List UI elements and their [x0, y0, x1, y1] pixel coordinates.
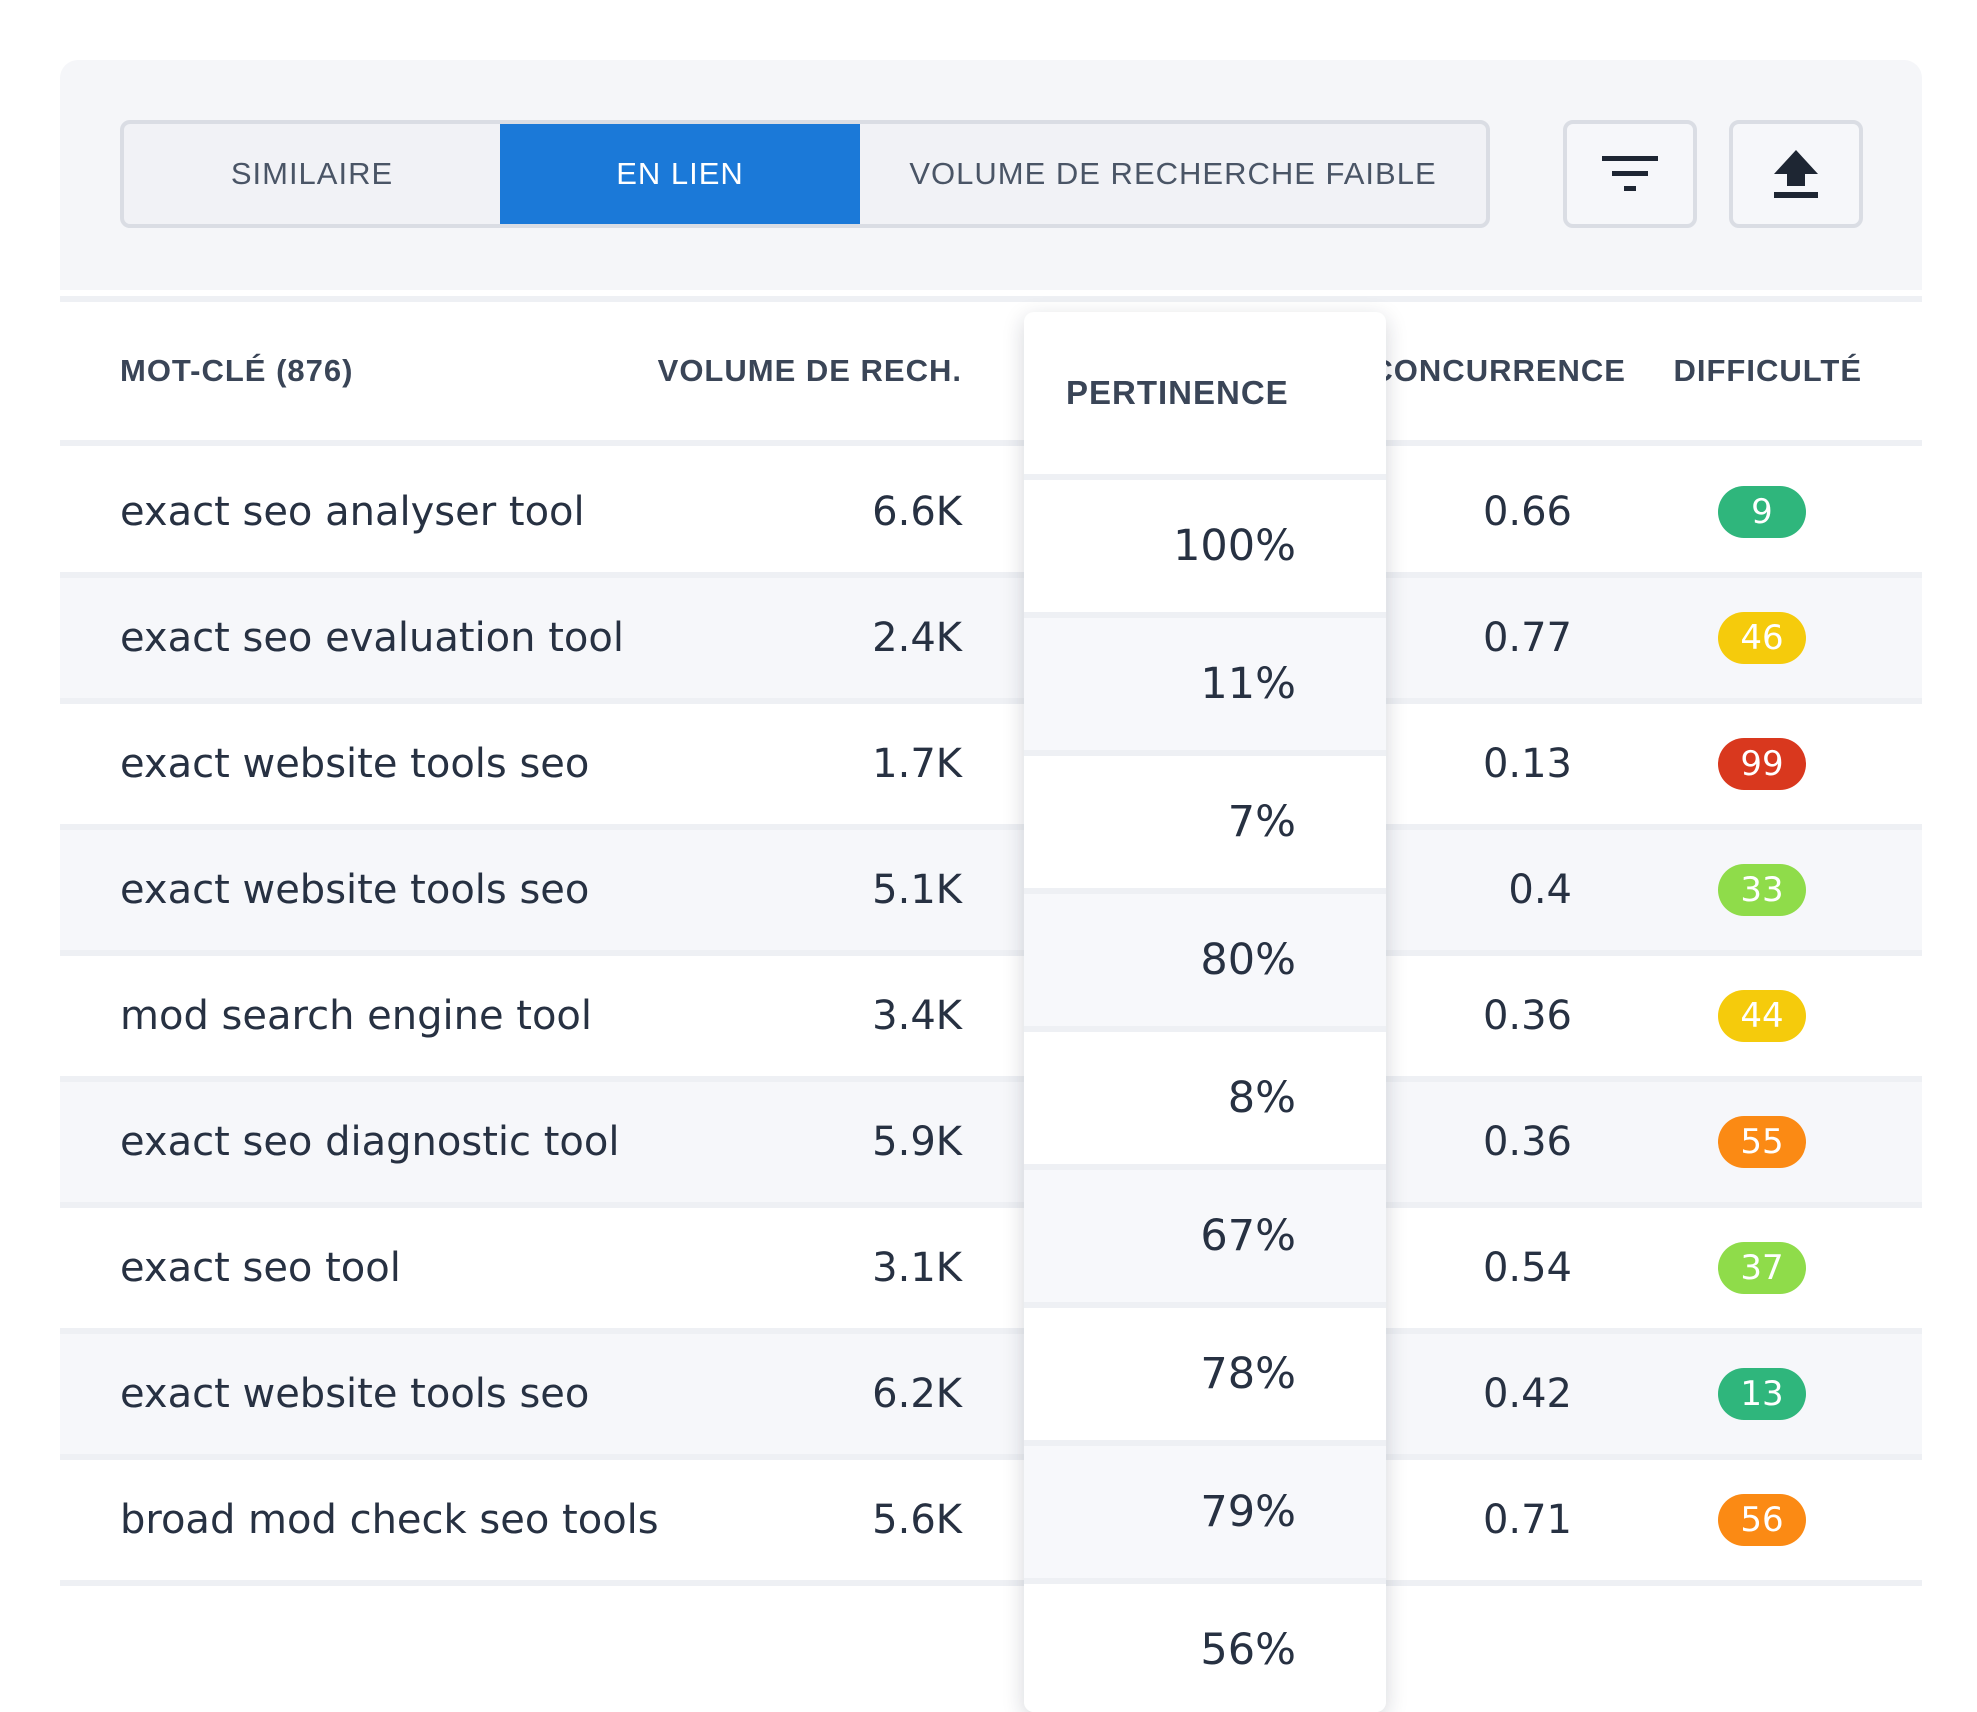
difficulty-cell: 56: [1718, 1460, 1806, 1580]
keyword-cell: exact seo evaluation tool: [120, 615, 624, 661]
relevance-cell: 8%: [1024, 1032, 1386, 1170]
upload-icon: [1774, 150, 1818, 198]
volume-cell: 3.1K: [872, 1245, 962, 1291]
keyword-panel: SIMILAIRE EN LIEN VOLUME DE RECHERCHE FA…: [60, 60, 1922, 1712]
relevance-cell: 67%: [1024, 1170, 1386, 1308]
difficulty-cell: 55: [1718, 1082, 1806, 1202]
keyword-cell: exact seo diagnostic tool: [120, 1119, 620, 1165]
volume-cell: 6.6K: [872, 489, 962, 535]
keyword-cell: exact seo analyser tool: [120, 489, 585, 535]
difficulty-cell: 44: [1718, 956, 1806, 1076]
filter-icon: [1602, 156, 1658, 191]
keyword-cell: exact website tools seo: [120, 867, 590, 913]
difficulty-cell: 37: [1718, 1208, 1806, 1328]
volume-cell: 5.9K: [872, 1119, 962, 1165]
volume-cell: 2.4K: [872, 615, 962, 661]
volume-cell: 5.1K: [872, 867, 962, 913]
competition-cell: 0.4: [1508, 867, 1572, 913]
table-row[interactable]: exact seo evaluation tool 2.4K 0.77 46: [60, 578, 1922, 704]
volume-cell: 1.7K: [872, 741, 962, 787]
relevance-cell: 78%: [1024, 1308, 1386, 1446]
competition-cell: 0.66: [1482, 489, 1572, 535]
difficulty-cell: 46: [1718, 578, 1806, 698]
keyword-cell: exact website tools seo: [120, 1371, 590, 1417]
difficulty-badge: 13: [1718, 1368, 1806, 1420]
difficulty-badge: 44: [1718, 990, 1806, 1042]
difficulty-badge: 55: [1718, 1116, 1806, 1168]
difficulty-cell: 9: [1718, 452, 1806, 572]
table-row[interactable]: exact website tools seo 6.2K 0.42 13: [60, 1334, 1922, 1460]
keyword-cell: exact website tools seo: [120, 741, 590, 787]
difficulty-badge: 46: [1718, 612, 1806, 664]
competition-cell: 0.13: [1482, 741, 1572, 787]
column-header-difficulty[interactable]: DIFFICULTÉ: [1673, 353, 1862, 388]
table-row[interactable]: exact website tools seo 5.1K 0.4 33: [60, 830, 1922, 956]
volume-cell: 6.2K: [872, 1371, 962, 1417]
table-row[interactable]: exact seo diagnostic tool 5.9K 0.36 55: [60, 1082, 1922, 1208]
difficulty-badge: 9: [1718, 486, 1806, 538]
table-row[interactable]: exact website tools seo 1.7K 0.13 99: [60, 704, 1922, 830]
difficulty-badge: 33: [1718, 864, 1806, 916]
difficulty-cell: 99: [1718, 704, 1806, 824]
difficulty-cell: 13: [1718, 1334, 1806, 1454]
difficulty-badge: 99: [1718, 738, 1806, 790]
table-row[interactable]: mod search engine tool 3.4K 0.36 44: [60, 956, 1922, 1082]
tab-volume-faible[interactable]: VOLUME DE RECHERCHE FAIBLE: [909, 156, 1437, 191]
table-header: MOT-CLÉ (876) VOLUME DE RECH. CONCURRENC…: [60, 296, 1922, 446]
column-header-keyword[interactable]: MOT-CLÉ (876): [120, 353, 354, 388]
competition-cell: 0.54: [1482, 1245, 1572, 1291]
table-row[interactable]: exact seo tool 3.1K 0.54 37: [60, 1208, 1922, 1334]
competition-cell: 0.36: [1482, 1119, 1572, 1165]
relevance-cell: 7%: [1024, 756, 1386, 894]
competition-cell: 0.36: [1482, 993, 1572, 1039]
table-row[interactable]: exact seo analyser tool 6.6K 0.66 9: [60, 452, 1922, 578]
column-header-competition[interactable]: CONCURRENCE: [1300, 302, 1626, 440]
relevance-column-overlay[interactable]: PERTINENCE 100% 11% 7% 80% 8% 67% 78% 79…: [1024, 312, 1386, 1712]
difficulty-cell: 33: [1718, 830, 1806, 950]
export-button[interactable]: [1729, 120, 1863, 228]
column-header-relevance[interactable]: PERTINENCE: [1024, 312, 1386, 480]
column-header-competition-label: CONCURRENCE: [1370, 353, 1626, 388]
toolbar: SIMILAIRE EN LIEN VOLUME DE RECHERCHE FA…: [60, 60, 1922, 290]
keyword-cell: mod search engine tool: [120, 993, 593, 1039]
keyword-cell: broad mod check seo tools: [120, 1497, 659, 1543]
filter-button[interactable]: [1563, 120, 1697, 228]
volume-cell: 5.6K: [872, 1497, 962, 1543]
keyword-cell: exact seo tool: [120, 1245, 401, 1291]
competition-cell: 0.71: [1482, 1497, 1572, 1543]
volume-cell: 3.4K: [872, 993, 962, 1039]
relevance-cell: 79%: [1024, 1446, 1386, 1584]
relevance-cell: 100%: [1024, 480, 1386, 618]
keyword-table-body: exact seo analyser tool 6.6K 0.66 9 exac…: [60, 452, 1922, 1586]
tab-similaire[interactable]: SIMILAIRE: [230, 156, 394, 191]
column-header-volume[interactable]: VOLUME DE RECH.: [657, 353, 962, 388]
relevance-cell: 11%: [1024, 618, 1386, 756]
difficulty-badge: 37: [1718, 1242, 1806, 1294]
difficulty-badge: 56: [1718, 1494, 1806, 1546]
competition-cell: 0.42: [1482, 1371, 1572, 1417]
relevance-cell: 80%: [1024, 894, 1386, 1032]
competition-cell: 0.77: [1482, 615, 1572, 661]
table-row[interactable]: broad mod check seo tools 5.6K 0.71 56: [60, 1460, 1922, 1586]
tab-en-lien[interactable]: EN LIEN: [500, 124, 860, 224]
relevance-cell: 56%: [1024, 1584, 1386, 1712]
keyword-type-tabs: SIMILAIRE EN LIEN VOLUME DE RECHERCHE FA…: [120, 120, 1490, 228]
